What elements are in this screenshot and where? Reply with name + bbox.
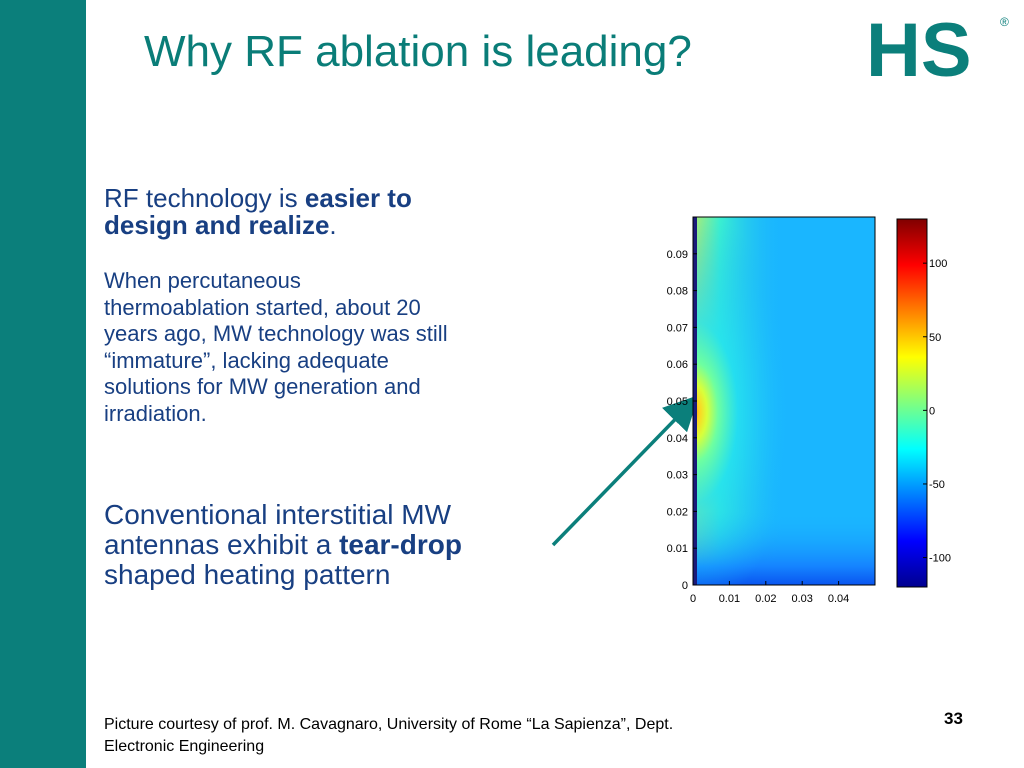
footer-credit: Picture courtesy of prof. M. Cavagnaro, … <box>104 714 864 758</box>
colorbar-tick-label: -50 <box>929 479 945 491</box>
paragraph3-line1: Conventional interstitial MW <box>104 499 452 530</box>
paragraph-teardrop: Conventional interstitial MW antennas ex… <box>104 500 554 590</box>
colorbar <box>896 218 928 588</box>
y-tick-label: 0 <box>682 580 688 592</box>
y-tick-label: 0.01 <box>667 543 688 555</box>
paragraph1-bold-1: easier to <box>304 183 412 213</box>
paragraph1-bold-2: design and realize <box>104 210 330 240</box>
y-axis-ticks: 0 0.01 0.02 0.03 0.04 0.05 0.06 0.07 0.08 0.09 <box>667 249 697 592</box>
left-accent-bar <box>0 0 86 768</box>
colorbar-tick-label: 50 <box>929 332 941 344</box>
logo-registered-mark: ® <box>1000 15 1009 29</box>
paragraph2-line: irradiation. <box>104 400 207 426</box>
paragraph3-line2: antennas exhibit a <box>104 529 340 560</box>
x-tick-label: 0.03 <box>791 593 812 605</box>
y-tick-label: 0.05 <box>667 396 688 408</box>
colorbar-tick-label: -100 <box>929 553 951 565</box>
x-axis-ticks: 0 0.01 0.02 0.03 0.04 <box>690 581 849 605</box>
paragraph2-line: thermoablation started, about 20 <box>104 294 421 320</box>
paragraph3-line3: shaped heating pattern <box>104 559 391 590</box>
footer-line2: Electronic Engineering <box>104 738 265 755</box>
paragraph2-line: When percutaneous <box>104 268 301 293</box>
footer-line1: Picture courtesy of prof. M. Cavagnaro, … <box>104 716 674 733</box>
slide-title: Why RF ablation is leading? <box>144 27 692 76</box>
x-tick-label: 0.04 <box>828 593 849 605</box>
paragraph2-line: “immature”, lacking adequate <box>104 347 389 373</box>
heatmap-plot-area <box>692 216 876 586</box>
paragraph2-line: solutions for MW generation and <box>104 374 421 399</box>
paragraph3-bold: tear-drop <box>339 529 462 560</box>
colorbar-tick-label: 100 <box>929 258 947 270</box>
colorbar-ticks: 100 50 0 -50 -100 <box>923 258 951 565</box>
paragraph1-suffix: . <box>329 210 337 240</box>
paragraph2-line: years ago, MW technology was still <box>104 321 448 346</box>
y-tick-label: 0.07 <box>667 322 688 334</box>
x-tick-label: 0.02 <box>755 593 776 605</box>
paragraph-history: When percutaneous thermoablation started… <box>104 268 554 427</box>
x-tick-label: 0 <box>690 593 696 605</box>
y-tick-label: 0.04 <box>667 433 688 445</box>
paragraph-rf-easier: RF technology is easier to design and re… <box>104 185 554 239</box>
logo-text: HS <box>866 12 972 84</box>
heatmap-figure: 0 0.01 0.02 0.03 0.04 00.010.020.030.040.050… <box>667 216 951 605</box>
y-tick-label: 0.03 <box>667 470 688 482</box>
colorbar-tick-label: 0 <box>929 405 935 417</box>
hs-logo: HS ® <box>866 12 1009 84</box>
page-number: 33 <box>944 709 963 728</box>
x-tick-label: 0.01 <box>719 593 740 605</box>
y-tick-label: 0.02 <box>667 506 688 518</box>
y-tick-label: 0.08 <box>667 286 688 298</box>
y-tick-label: 0.09 <box>667 249 688 261</box>
paragraph1-text: RF technology is <box>104 183 305 213</box>
y-tick-label: 0.06 <box>667 359 688 371</box>
